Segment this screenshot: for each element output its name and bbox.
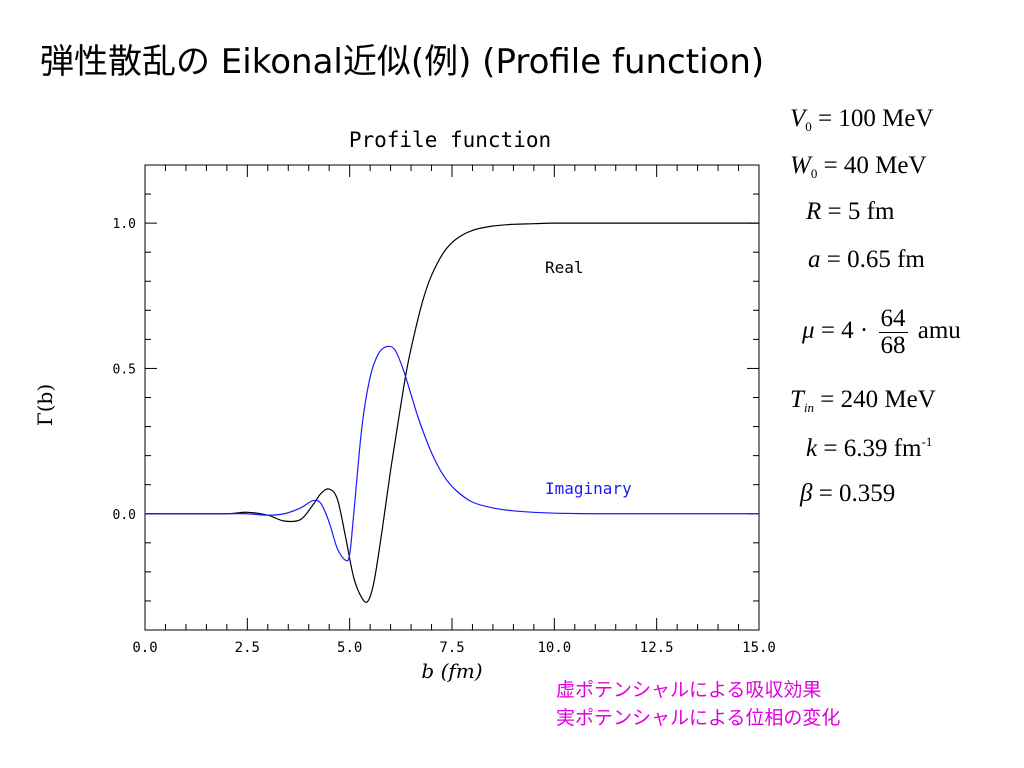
param-a: a = 0.65 fm bbox=[808, 246, 925, 273]
param-tin: Tin = 240 MeV bbox=[790, 386, 936, 415]
x-tick-label: 7.5 bbox=[439, 640, 464, 656]
legend-imaginary: Imaginary bbox=[545, 479, 632, 498]
chart-title: Profile function bbox=[349, 128, 551, 152]
series-line-real bbox=[145, 222, 759, 603]
legend-real: Real bbox=[545, 258, 584, 277]
series-lines bbox=[145, 222, 759, 603]
slide-title: 弾性散乱の Eikonal近似(例) (Profile function) bbox=[40, 42, 765, 82]
x-tick-label: 0.0 bbox=[132, 640, 157, 656]
series-line-imaginary bbox=[145, 345, 759, 562]
param-k: k = 6.39 fm-1 bbox=[806, 434, 933, 462]
notes: 虚ポテンシャルによる吸収効果 実ポテンシャルによる位相の変化 bbox=[556, 676, 840, 732]
x-tick-label: 10.0 bbox=[537, 640, 571, 656]
tick-labels: 0.0 2.5 5.0 7.5 10.0 12.5 15.0 0.0 0.5 1.0 bbox=[113, 217, 776, 656]
x-tick-label: 5.0 bbox=[337, 640, 362, 656]
plot-frame bbox=[144, 164, 760, 631]
param-beta: β = 0.359 bbox=[800, 480, 896, 507]
param-v0: V0 = 100 MeV bbox=[790, 105, 934, 134]
note-absorption: 虚ポテンシャルによる吸収効果 bbox=[556, 679, 822, 701]
mu-fraction: 64 68 bbox=[878, 305, 908, 359]
param-r: R = 5 fm bbox=[806, 198, 895, 225]
x-tick-label: 2.5 bbox=[235, 640, 260, 656]
y-tick-label: 0.5 bbox=[113, 362, 136, 377]
x-axis-label: b (fm) bbox=[421, 659, 482, 683]
x-tick-label: 12.5 bbox=[640, 640, 674, 656]
param-mu: μ = 4 · 64 68 amu bbox=[802, 305, 961, 359]
y-tick-label: 0.0 bbox=[113, 508, 136, 523]
axis-ticks bbox=[144, 164, 760, 631]
y-axis-label: Γ(b) bbox=[33, 384, 57, 426]
param-w0: W0 = 40 MeV bbox=[790, 152, 927, 181]
x-tick-label: 15.0 bbox=[742, 640, 776, 656]
y-tick-label: 1.0 bbox=[113, 217, 136, 232]
note-phase: 実ポテンシャルによる位相の変化 bbox=[556, 707, 841, 729]
